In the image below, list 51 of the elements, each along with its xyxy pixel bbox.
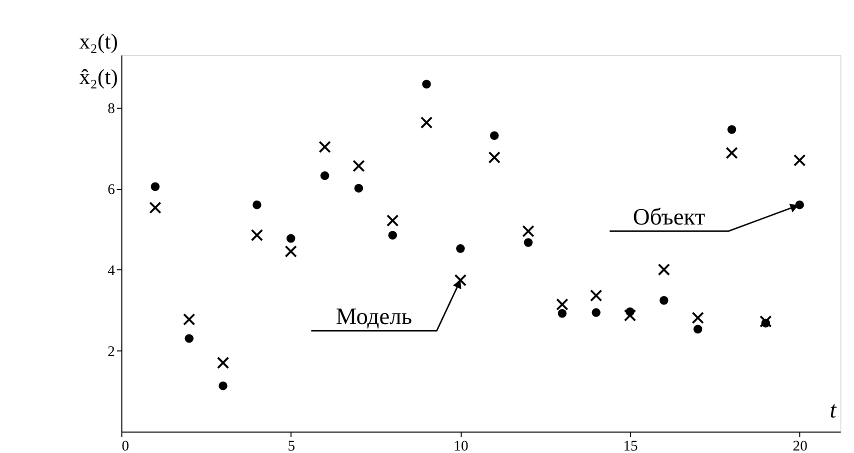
y-axis-title: x₂(t) x̂₂(t) — [79, 30, 118, 89]
point — [252, 200, 262, 210]
point — [490, 131, 499, 140]
point — [726, 146, 738, 160]
point — [524, 238, 533, 247]
point — [624, 309, 636, 322]
point — [456, 244, 465, 253]
point — [522, 225, 534, 238]
point — [793, 154, 806, 166]
point — [354, 184, 364, 193]
y-tick-label: 2 — [108, 344, 115, 360]
point — [184, 334, 194, 343]
x-tick-label: 5 — [288, 438, 296, 453]
point — [556, 298, 568, 311]
point — [795, 200, 804, 210]
point — [320, 171, 330, 180]
x-tick-label: 10 — [454, 438, 468, 453]
annotation: Модель — [336, 304, 412, 330]
x-tick-label: 20 — [792, 438, 808, 453]
point — [352, 160, 365, 172]
point — [727, 125, 736, 134]
point — [286, 234, 296, 243]
point — [558, 308, 567, 318]
point — [216, 356, 230, 369]
point — [183, 313, 196, 326]
x-tick-label: 0 — [122, 438, 130, 453]
point — [420, 116, 433, 129]
y-tick-label: 6 — [108, 182, 115, 198]
x-tick-label: 15 — [623, 438, 638, 453]
point — [250, 229, 264, 242]
point — [454, 274, 467, 286]
x-axis-title: t — [830, 397, 837, 424]
point — [218, 381, 228, 390]
point — [488, 151, 500, 164]
y-tick-label: 4 — [108, 262, 116, 279]
point — [760, 315, 772, 328]
point — [693, 324, 702, 334]
point — [149, 202, 162, 214]
y-tick-label: 8 — [108, 101, 115, 118]
point — [386, 214, 399, 227]
point — [388, 230, 397, 240]
point — [590, 289, 602, 302]
point — [284, 245, 297, 258]
point — [422, 80, 431, 89]
point — [692, 312, 704, 324]
point — [150, 182, 160, 191]
point — [318, 140, 331, 154]
point — [660, 296, 668, 305]
annotation: Объект — [632, 204, 706, 230]
point — [658, 264, 670, 276]
point — [592, 308, 600, 317]
